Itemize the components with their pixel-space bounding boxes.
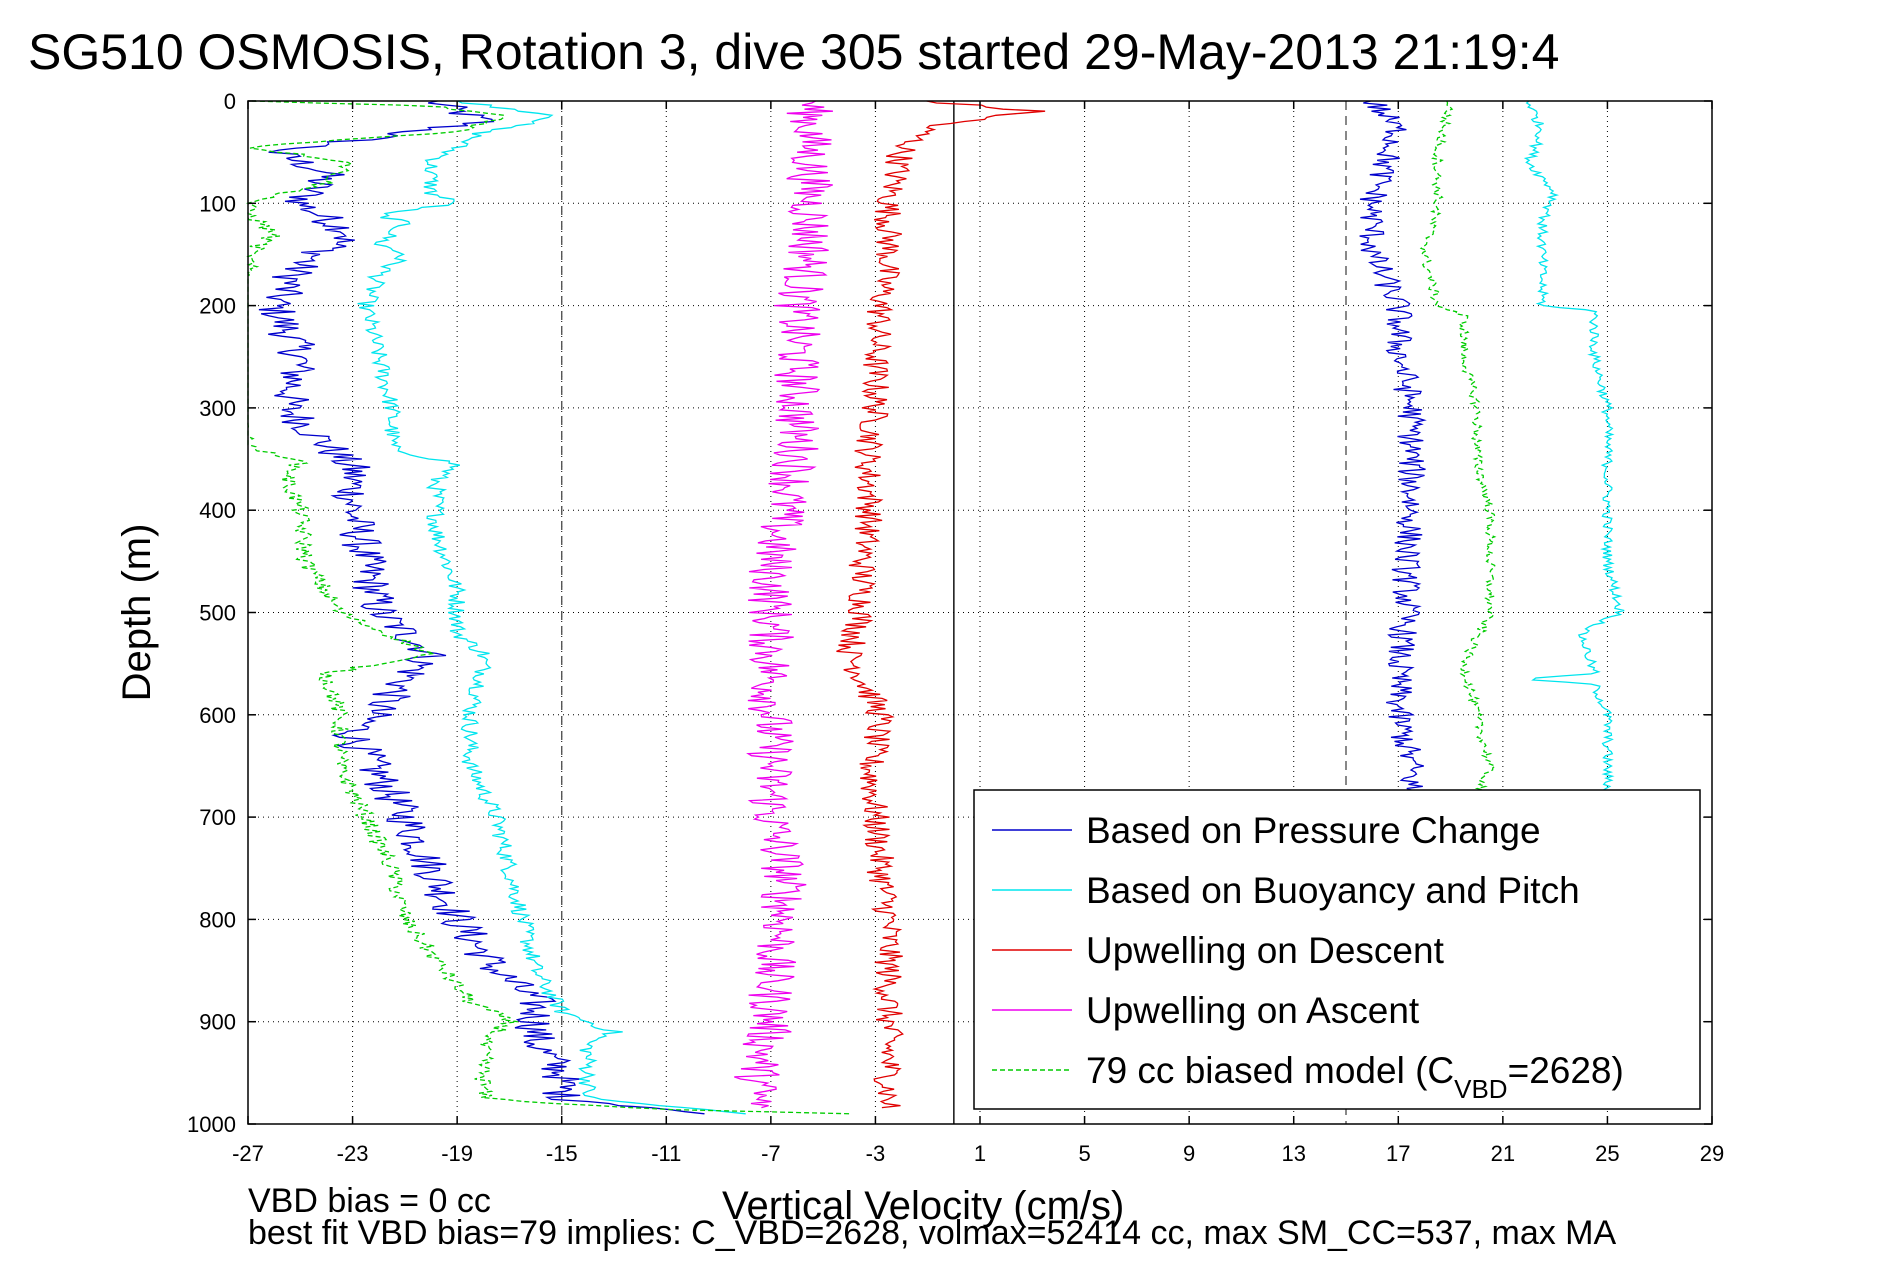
series-line: [1359, 100, 1427, 798]
y-tick-label: 900: [199, 1010, 236, 1035]
y-tick-label: 400: [199, 498, 236, 523]
footer-bias-line: VBD bias = 0 cc: [248, 1182, 491, 1220]
x-tick-label: -11: [651, 1141, 681, 1166]
series-lines: [245, 100, 1625, 1115]
x-tick-label: 29: [1700, 1141, 1724, 1166]
y-tick-label: 800: [199, 907, 236, 932]
footer-bestfit-line: best fit VBD bias=79 implies: C_VBD=2628…: [248, 1214, 1617, 1252]
chart-title: SG510 OSMOSIS, Rotation 3, dive 305 star…: [28, 24, 1559, 80]
x-tick-label: 1: [974, 1141, 986, 1166]
y-axis-label: Depth (m): [115, 524, 159, 702]
x-tick-label: 25: [1595, 1141, 1619, 1166]
y-tick-label: 500: [199, 601, 236, 626]
series-line: [258, 100, 705, 1115]
x-tick-label: 5: [1078, 1141, 1090, 1166]
series-line: [357, 100, 746, 1115]
x-tick-label: -19: [441, 1141, 473, 1166]
series-line: [734, 100, 833, 1109]
legend-label: Upwelling on Ascent: [1086, 990, 1420, 1031]
y-tick-label: 0: [224, 89, 236, 114]
y-tick-label: 200: [199, 294, 236, 319]
x-tick-label: -27: [232, 1141, 264, 1166]
axis-ticks: -27 -23 -19 -15 -11 -7 -3 1 5 9 13 17 21 25 29 0 100 200 3…: [187, 89, 1724, 1166]
x-axis-label: Vertical Velocity (cm/s): [722, 1184, 1124, 1228]
reference-lines: [561, 101, 1347, 1124]
x-tick-label: 13: [1281, 1141, 1305, 1166]
series-line: [1419, 100, 1497, 798]
legend: Based on Pressure Change Based on Buoyanc…: [973, 789, 1701, 1110]
series-line: [245, 100, 852, 1115]
x-tick-label: -3: [866, 1141, 886, 1166]
legend-label: Based on Pressure Change: [1086, 810, 1541, 851]
x-tick-label: -15: [546, 1141, 578, 1166]
x-tick-label: -23: [337, 1141, 369, 1166]
series-line: [836, 100, 1046, 1109]
y-tick-label: 600: [199, 703, 236, 728]
y-tick-label: 1000: [187, 1112, 236, 1137]
y-tick-label: 700: [199, 805, 236, 830]
y-tick-label: 100: [199, 191, 236, 216]
x-tick-label: -7: [761, 1141, 781, 1166]
y-tick-label: 300: [199, 396, 236, 421]
legend-box: [973, 789, 1701, 1110]
x-tick-label: 9: [1183, 1141, 1195, 1166]
x-tick-label: 17: [1386, 1141, 1410, 1166]
legend-label: Based on Buoyancy and Pitch: [1086, 870, 1580, 911]
legend-label: Upwelling on Descent: [1086, 930, 1445, 971]
series-line: [1523, 100, 1625, 798]
x-tick-label: 21: [1491, 1141, 1515, 1166]
